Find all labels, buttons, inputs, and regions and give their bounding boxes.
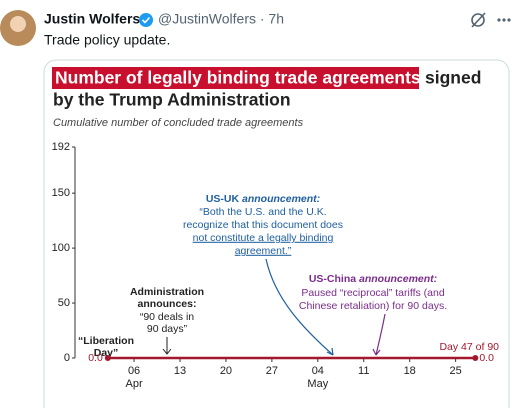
annotation-head: Day 47 of 90 — [439, 341, 499, 353]
more-icon[interactable] — [497, 18, 511, 22]
x-tick-label: 11 — [358, 365, 369, 377]
tweet-text: Trade policy update. — [44, 32, 170, 48]
value-label: 0.0 — [88, 352, 103, 364]
y-tick-label: 50 — [58, 297, 70, 309]
month-label: Apr — [126, 378, 143, 390]
chart-title: signed — [425, 68, 481, 88]
x-tick-label: 13 — [174, 365, 186, 377]
arrow-head — [372, 348, 381, 356]
annotation-line: 90 days” — [147, 323, 188, 335]
x-tick-label: 27 — [266, 365, 278, 377]
author-name[interactable]: Justin Wolfers — [44, 11, 140, 27]
x-tick-label: 18 — [404, 365, 416, 377]
annotation-head: US-China announcement: — [309, 273, 437, 285]
annotation-head: announces: — [138, 298, 197, 310]
annotation-line: recognize that this document does — [183, 219, 343, 231]
annotation-line: not constitute a legally binding — [193, 232, 334, 244]
chart-title: by the Trump Administration — [53, 90, 291, 110]
annotation-arrow — [265, 258, 334, 356]
point — [104, 355, 111, 361]
grok-icon[interactable] — [471, 12, 486, 28]
x-tick-label: 04 — [312, 365, 324, 377]
annotation-head: “Liberation — [78, 335, 134, 347]
point — [472, 355, 479, 361]
y-tick-label: 192 — [52, 141, 70, 153]
value-label: 0.0 — [479, 352, 494, 364]
annotation-arrow — [375, 313, 386, 356]
y-tick-label: 150 — [52, 187, 70, 199]
month-label: May — [307, 378, 328, 390]
y-tick-label: 0 — [64, 352, 70, 364]
title-highlight — [52, 67, 419, 89]
x-tick-label: 06 — [128, 365, 140, 377]
arrow-head — [326, 347, 334, 356]
annotation-head: US-UK announcement: — [206, 193, 320, 205]
chart-title: Number of legally binding trade agreemen… — [55, 68, 421, 88]
annotation-line: agreement.” — [235, 245, 292, 257]
verified-badge — [139, 13, 153, 27]
annotation-line: Paused “reciprocal” tariffs (and — [301, 287, 445, 299]
verified-check — [141, 16, 151, 24]
annotation-line: “90 deals in — [140, 311, 194, 323]
avatar-face — [10, 16, 26, 32]
annotation-arrow — [162, 337, 172, 355]
annotation-line: “Both the U.S. and the U.K. — [199, 206, 326, 218]
annotation-head: Day” — [94, 347, 119, 359]
media-card[interactable] — [43, 59, 510, 413]
annotation-line: Chinese retaliation) for 90 days. — [299, 300, 447, 312]
y-tick-label: 100 — [52, 242, 70, 254]
x-tick-label: 20 — [220, 365, 232, 377]
chart-subtitle: Cumulative number of concluded trade agr… — [53, 117, 304, 129]
author-handle[interactable]: @JustinWolfers · 7h — [158, 11, 284, 27]
annotation-head: Administration — [130, 286, 204, 298]
x-tick-label: 25 — [450, 365, 462, 377]
